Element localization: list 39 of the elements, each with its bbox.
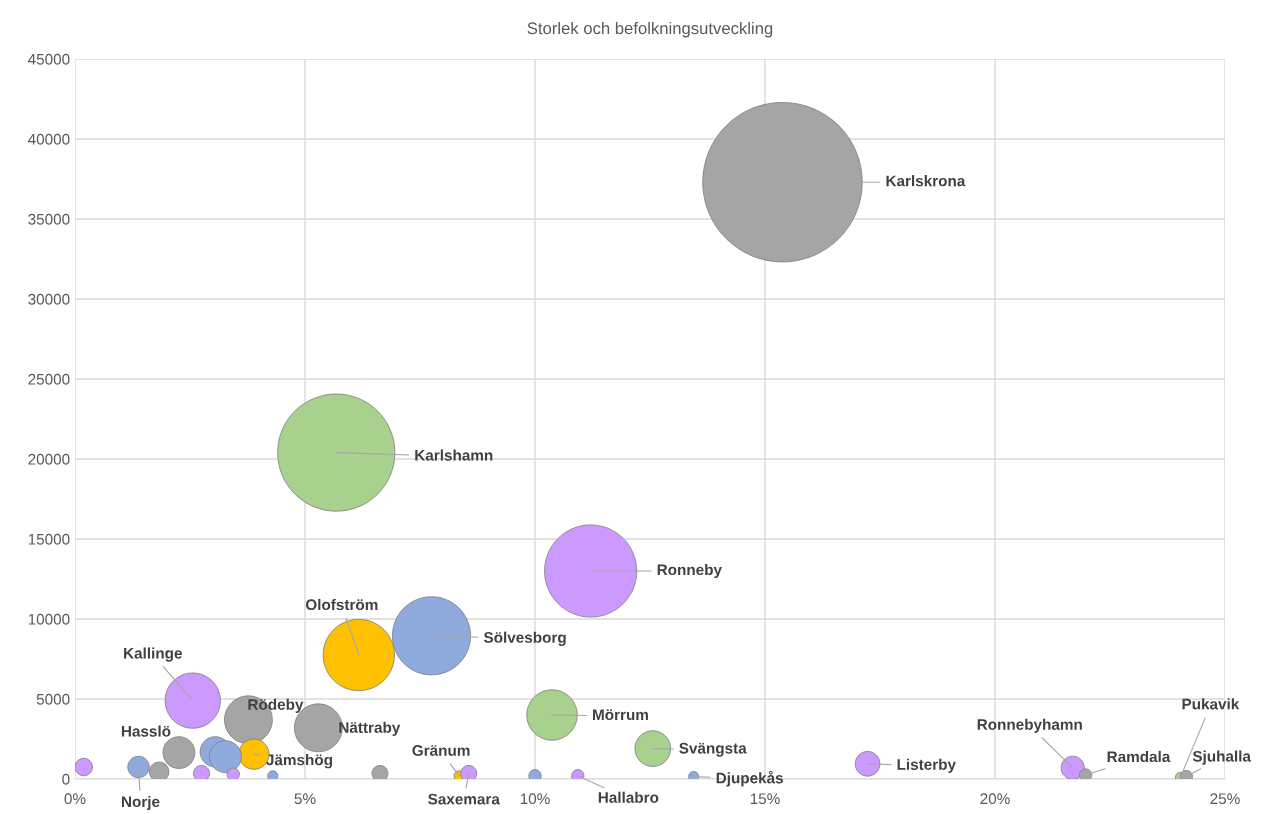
data-label: Listerby [897, 758, 956, 773]
data-label: Pukavik [1182, 698, 1240, 710]
data-label: Mörrum [593, 709, 648, 721]
data-label: Saxemara [428, 793, 500, 805]
data-label: Kallinge [124, 647, 182, 662]
y-tick-label: 35000 [28, 213, 70, 225]
data-label: Hasslö [121, 725, 171, 737]
data-label: Gränum [412, 745, 470, 756]
y-tick-label: 15000 [28, 533, 70, 545]
data-label: Nättraby [339, 721, 401, 736]
data-label: Norje [121, 795, 160, 811]
y-tick-label: 10000 [28, 613, 70, 625]
data-label: Ramdala [1107, 750, 1171, 763]
data-label: Djupekås [716, 770, 783, 787]
y-tick-label: 0 [62, 773, 70, 785]
y-tick-label: 25000 [28, 373, 70, 385]
data-label: Olofström [305, 598, 378, 611]
data-label: Svängsta [679, 742, 747, 757]
x-tick-label: 5% [294, 793, 316, 805]
data-label: Sölvesborg [483, 631, 566, 646]
x-tick-label: 10% [520, 793, 550, 805]
y-tick-label: 45000 [28, 53, 70, 65]
data-label: Karlskrona [886, 175, 966, 187]
x-tick-label: 25% [1210, 793, 1240, 805]
y-tick-label: 5000 [36, 693, 70, 705]
y-tick-label: 30000 [28, 293, 70, 305]
data-label: Karlshamn [415, 449, 493, 461]
y-tick-label: 40000 [28, 133, 70, 145]
x-tick-label: 15% [750, 793, 780, 805]
data-label: Hallabro [598, 791, 659, 803]
data-label: Sjuhalla [1192, 750, 1252, 765]
x-tick-label: 20% [980, 793, 1010, 805]
data-label: Ronneby [657, 563, 722, 579]
x-tick-label: 0% [64, 793, 86, 805]
data-label: Rödeby [248, 698, 304, 713]
data-label: Jämshög [266, 754, 332, 769]
y-tick-label: 20000 [28, 453, 70, 465]
data-label: Ronnebyhamn [977, 718, 1082, 733]
chart-title: Storlek och befolkningsutveckling [527, 21, 773, 38]
